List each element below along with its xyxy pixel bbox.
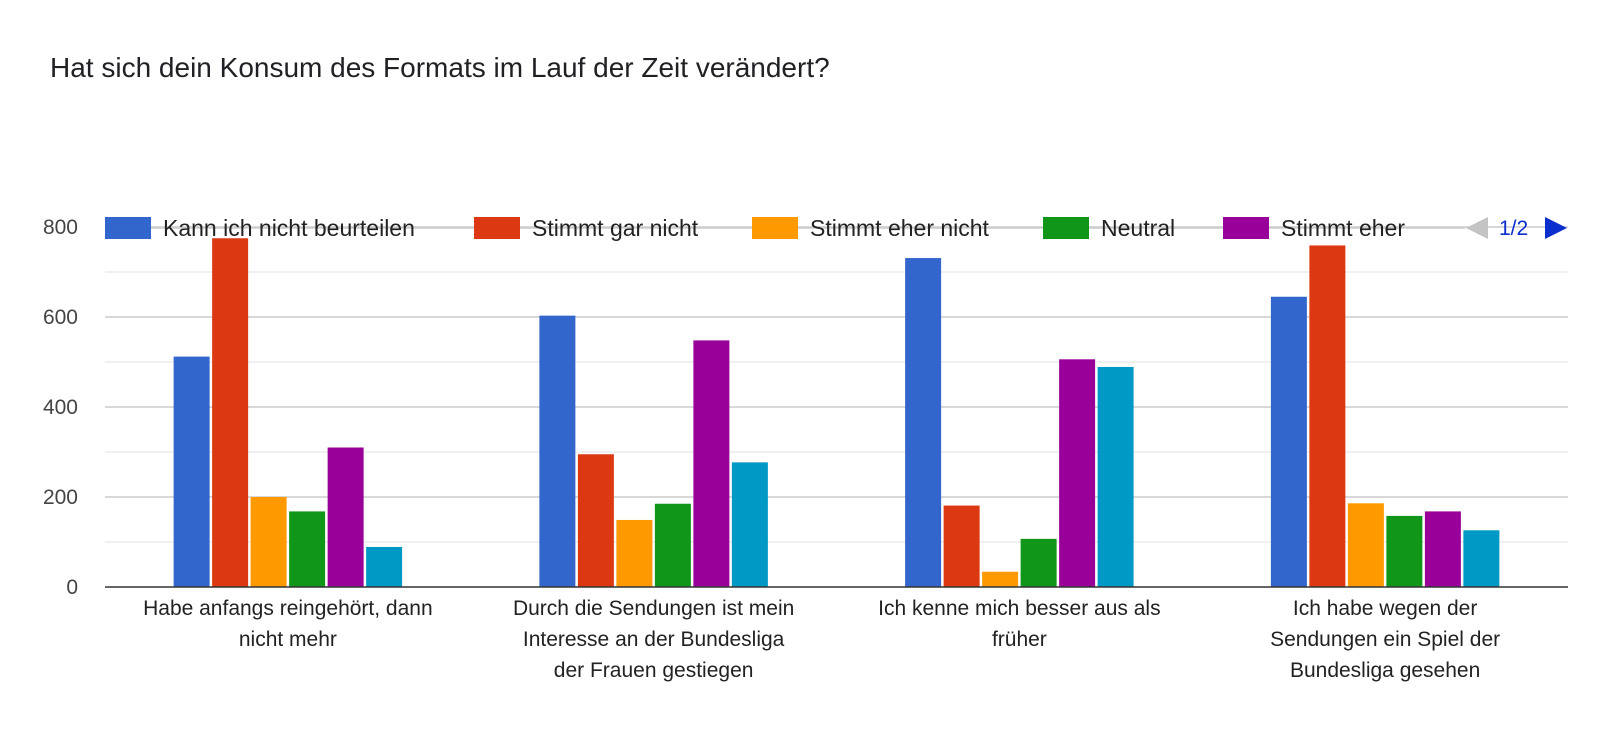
legend-swatch bbox=[752, 217, 798, 239]
legend-swatch bbox=[1223, 217, 1269, 239]
bar bbox=[250, 497, 287, 587]
legend-label: Stimmt eher nicht bbox=[810, 215, 990, 241]
bar bbox=[212, 238, 249, 587]
bar bbox=[905, 258, 942, 587]
legend-prev-icon[interactable] bbox=[1466, 217, 1488, 239]
bars bbox=[173, 238, 1500, 587]
y-tick-label: 800 bbox=[43, 216, 78, 239]
x-axis-labels: Habe anfangs reingehört, dann nicht mehr D… bbox=[143, 597, 1500, 682]
bar bbox=[1347, 503, 1384, 587]
legend-label: Stimmt gar nicht bbox=[532, 215, 699, 241]
y-tick-label: 0 bbox=[66, 576, 78, 599]
legend-label: Stimmt eher bbox=[1281, 215, 1405, 241]
legend-swatch bbox=[474, 217, 520, 239]
x-tick-label: Bundesliga gesehen bbox=[1290, 659, 1480, 682]
legend: Kann ich nicht beurteilen Stimmt gar nich… bbox=[105, 215, 1465, 241]
x-tick-label: nicht mehr bbox=[239, 628, 337, 651]
bar bbox=[654, 503, 691, 587]
bar bbox=[327, 447, 364, 587]
x-tick-label: der Frauen gestiegen bbox=[554, 659, 754, 682]
x-tick-label: Interesse an der Bundesliga bbox=[523, 628, 785, 651]
legend-swatch bbox=[105, 217, 151, 239]
legend-page-indicator: 1/2 bbox=[1499, 217, 1528, 240]
legend-label: Neutral bbox=[1101, 215, 1175, 241]
x-tick-label: Ich habe wegen der bbox=[1293, 597, 1477, 620]
x-tick-label: Habe anfangs reingehört, dann bbox=[143, 597, 433, 620]
grid-lines bbox=[105, 226, 1568, 543]
bar bbox=[577, 454, 614, 587]
y-tick-label: 400 bbox=[43, 396, 78, 419]
legend-next-icon[interactable] bbox=[1545, 217, 1567, 239]
bar bbox=[943, 505, 980, 587]
bar bbox=[289, 511, 326, 587]
bar bbox=[366, 546, 403, 587]
bar bbox=[539, 315, 576, 587]
legend-pager: 1/2 bbox=[1466, 217, 1567, 240]
bar bbox=[1309, 245, 1346, 587]
bar bbox=[982, 571, 1019, 587]
bar bbox=[1424, 511, 1461, 587]
y-tick-label: 200 bbox=[43, 486, 78, 509]
bar bbox=[616, 519, 653, 587]
legend-swatch bbox=[1043, 217, 1089, 239]
bar bbox=[731, 462, 768, 587]
chart-title: Hat sich dein Konsum des Formats im Lauf… bbox=[50, 52, 830, 83]
y-tick-label: 600 bbox=[43, 306, 78, 329]
bar bbox=[1059, 359, 1096, 587]
y-axis-ticks: 0 200 400 600 800 bbox=[43, 216, 78, 599]
x-tick-label: Ich kenne mich besser aus als bbox=[878, 597, 1160, 620]
legend-label: Kann ich nicht beurteilen bbox=[163, 215, 415, 241]
x-tick-label: früher bbox=[992, 628, 1047, 651]
bar bbox=[693, 340, 730, 587]
x-tick-label: Sendungen ein Spiel der bbox=[1270, 628, 1500, 651]
bar bbox=[1463, 530, 1500, 587]
bar bbox=[1270, 296, 1307, 587]
x-tick-label: Durch die Sendungen ist mein bbox=[513, 597, 794, 620]
bar bbox=[1097, 366, 1134, 587]
bar bbox=[1020, 538, 1057, 587]
bar bbox=[173, 356, 210, 587]
bar bbox=[1386, 515, 1423, 587]
